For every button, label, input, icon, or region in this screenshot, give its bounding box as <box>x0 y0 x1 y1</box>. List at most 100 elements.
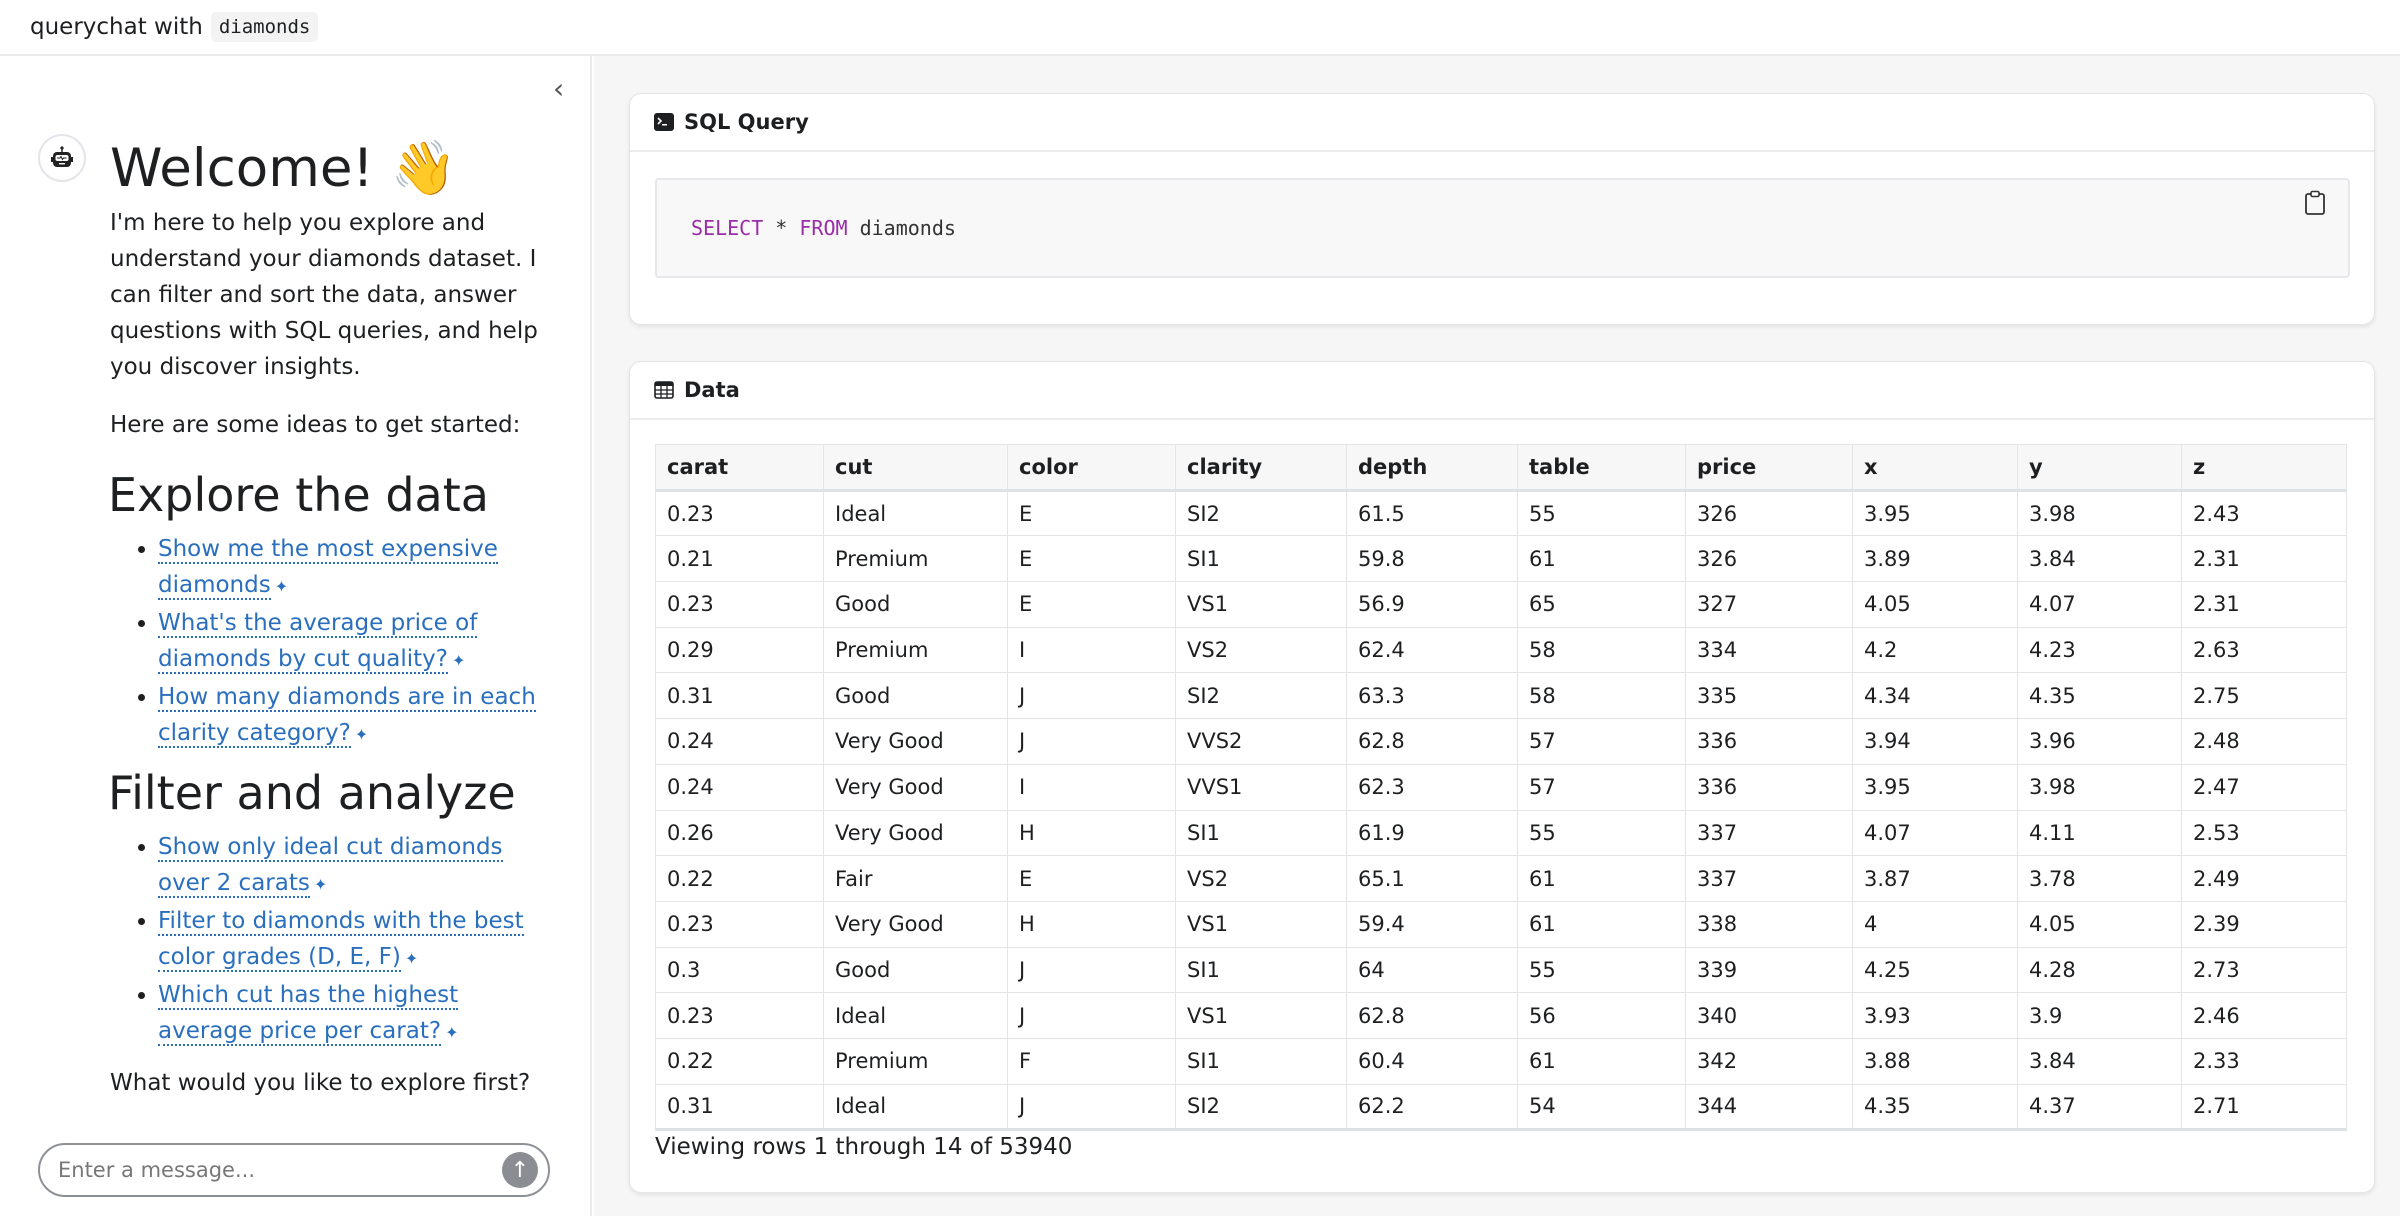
suggestion-link[interactable]: Show me the most expensive diamonds <box>158 536 498 600</box>
cell-clarity: VVS1 <box>1175 763 1347 811</box>
ideas-intro: Here are some ideas to get started: <box>110 412 521 438</box>
cell-depth: 62.3 <box>1346 763 1518 811</box>
send-arrow-up-icon[interactable]: ↑ <box>502 1152 538 1188</box>
cell-clarity: SI1 <box>1175 946 1347 994</box>
cell-z: 2.31 <box>2181 535 2347 583</box>
sql-star: * <box>763 216 800 240</box>
cell-color: J <box>1007 992 1176 1039</box>
sparkle-icon: ✦ <box>354 725 369 744</box>
column-header-z[interactable]: z <box>2181 444 2347 492</box>
column-header-table[interactable]: table <box>1517 444 1686 492</box>
cell-z: 2.39 <box>2181 900 2347 948</box>
data-card: Data carat cut color clarity depth table price… <box>629 361 2375 1193</box>
cell-table: 58 <box>1517 672 1686 720</box>
cell-carat: 0.31 <box>655 672 824 720</box>
cell-y: 4.11 <box>2017 809 2182 857</box>
sparkle-icon: ✦ <box>313 875 328 894</box>
cell-table: 57 <box>1517 718 1686 765</box>
cell-y: 4.28 <box>2017 946 2182 994</box>
cell-x: 4.07 <box>1852 809 2018 857</box>
suggestion-item: How many diamonds are in each clarity ca… <box>158 679 550 753</box>
cell-color: J <box>1007 672 1176 720</box>
column-header-depth[interactable]: depth <box>1346 444 1518 492</box>
cell-clarity: SI2 <box>1175 1083 1347 1132</box>
assistant-robot-icon <box>38 134 86 182</box>
column-header-cut[interactable]: cut <box>823 444 1008 492</box>
cell-z: 2.46 <box>2181 992 2347 1039</box>
cell-table: 61 <box>1517 855 1686 902</box>
welcome-heading: Welcome! 👋 <box>110 138 457 199</box>
app-header: querychat with diamonds <box>0 0 2400 56</box>
suggestion-item: Show only ideal cut diamonds over 2 cara… <box>158 829 550 903</box>
cell-x: 3.87 <box>1852 855 2018 902</box>
cell-x: 3.89 <box>1852 535 2018 583</box>
column-header-price[interactable]: price <box>1685 444 1853 492</box>
column-header-color[interactable]: color <box>1007 444 1176 492</box>
message-input[interactable] <box>58 1158 502 1182</box>
cell-color: I <box>1007 763 1176 811</box>
clipboard-copy-icon[interactable] <box>2304 190 2326 216</box>
collapse-sidebar-chevron-icon[interactable]: ‹ <box>553 72 565 105</box>
suggestion-item: Filter to diamonds with the best color g… <box>158 903 550 977</box>
table-row: 0.23 Ideal E SI2 61.5 55 326 3.95 3.98 2.43 <box>655 489 2347 537</box>
cell-table: 58 <box>1517 626 1686 674</box>
cell-cut: Fair <box>823 855 1008 902</box>
cell-price: 326 <box>1685 489 1853 537</box>
column-header-y[interactable]: y <box>2017 444 2182 492</box>
assistant-message: Welcome! 👋 I'm here to help you explore … <box>108 131 550 1123</box>
cell-color: F <box>1007 1037 1176 1085</box>
cell-x: 4.34 <box>1852 672 2018 720</box>
cell-carat: 0.31 <box>655 1083 824 1132</box>
suggestion-link[interactable]: Show only ideal cut diamonds over 2 cara… <box>158 834 503 898</box>
cell-color: E <box>1007 535 1176 583</box>
cell-depth: 59.4 <box>1346 900 1518 948</box>
cell-price: 327 <box>1685 581 1853 628</box>
cell-y: 4.07 <box>2017 581 2182 628</box>
cell-y: 3.96 <box>2017 718 2182 765</box>
suggestion-link[interactable]: What's the average price of diamonds by … <box>158 610 478 674</box>
sql-query-card: SQL Query SELECT * FROM diamonds <box>629 93 2375 325</box>
suggestion-link[interactable]: Filter to diamonds with the best color g… <box>158 908 524 972</box>
cell-clarity: VS1 <box>1175 992 1347 1039</box>
cell-carat: 0.23 <box>655 489 824 537</box>
cell-depth: 64 <box>1346 946 1518 994</box>
table-row: 0.31 Ideal J SI2 62.2 54 344 4.35 4.37 2.71 <box>655 1083 2347 1132</box>
suggestion-link[interactable]: How many diamonds are in each clarity ca… <box>158 684 536 748</box>
cell-y: 3.78 <box>2017 855 2182 902</box>
cell-z: 2.49 <box>2181 855 2347 902</box>
cell-clarity: SI2 <box>1175 489 1347 537</box>
column-header-carat[interactable]: carat <box>655 444 824 492</box>
column-header-clarity[interactable]: clarity <box>1175 444 1347 492</box>
column-header-x[interactable]: x <box>1852 444 2018 492</box>
suggestion-link[interactable]: Which cut has the highest average price … <box>158 982 459 1046</box>
sql-code-block: SELECT * FROM diamonds <box>655 178 2350 278</box>
cell-z: 2.33 <box>2181 1037 2347 1085</box>
cell-carat: 0.23 <box>655 581 824 628</box>
cell-cut: Very Good <box>823 900 1008 948</box>
cell-price: 334 <box>1685 626 1853 674</box>
cell-y: 4.05 <box>2017 900 2182 948</box>
table-row: 0.23 Ideal J VS1 62.8 56 340 3.93 3.9 2.46 <box>655 992 2347 1039</box>
cell-depth: 56.9 <box>1346 581 1518 628</box>
cell-depth: 62.4 <box>1346 626 1518 674</box>
cell-y: 3.98 <box>2017 763 2182 811</box>
sparkle-icon: ✦ <box>404 949 419 968</box>
cell-price: 336 <box>1685 763 1853 811</box>
cell-clarity: VS2 <box>1175 855 1347 902</box>
table-row: 0.29 Premium I VS2 62.4 58 334 4.2 4.23 2.63 <box>655 626 2347 674</box>
cell-carat: 0.26 <box>655 809 824 857</box>
cell-color: J <box>1007 946 1176 994</box>
cell-clarity: VVS2 <box>1175 718 1347 765</box>
cell-clarity: SI1 <box>1175 535 1347 583</box>
cell-carat: 0.3 <box>655 946 824 994</box>
cell-cut: Ideal <box>823 1083 1008 1132</box>
suggestion-list-filter: Show only ideal cut diamonds over 2 cara… <box>110 829 550 1051</box>
cell-price: 337 <box>1685 855 1853 902</box>
cell-price: 335 <box>1685 672 1853 720</box>
sparkle-icon: ✦ <box>445 1023 459 1042</box>
chat-input-box: ↑ <box>38 1143 550 1197</box>
sparkle-icon: ✦ <box>274 577 289 596</box>
cell-x: 3.88 <box>1852 1037 2018 1085</box>
cell-cut: Premium <box>823 626 1008 674</box>
cell-depth: 61.9 <box>1346 809 1518 857</box>
